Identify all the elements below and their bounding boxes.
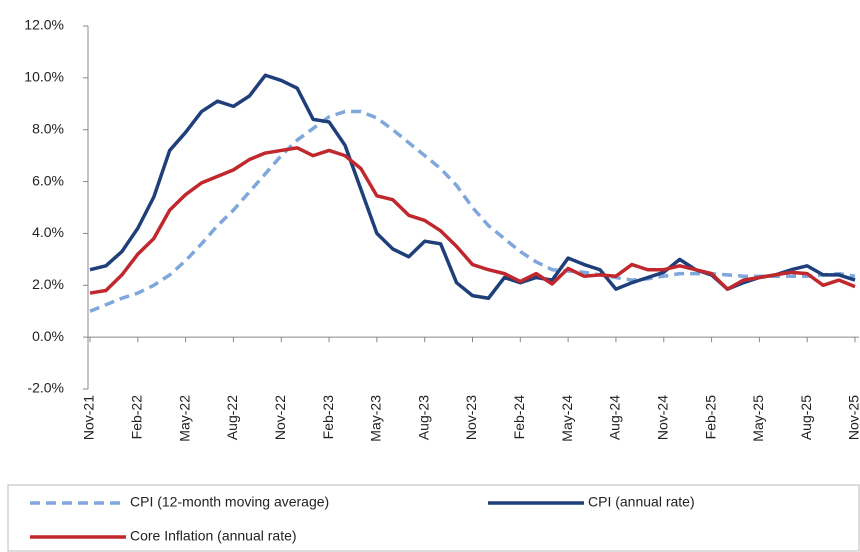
x-tick-label: Nov-23 bbox=[463, 395, 479, 440]
x-tick-label: Feb-24 bbox=[511, 395, 527, 440]
x-tick-label: Nov-22 bbox=[272, 395, 288, 440]
y-tick-label: 2.0% bbox=[32, 276, 64, 292]
x-tick-label: Aug-23 bbox=[415, 395, 431, 440]
y-tick-label: 4.0% bbox=[32, 224, 64, 240]
legend-box bbox=[7, 484, 860, 552]
legend-label: CPI (12-month moving average) bbox=[130, 494, 329, 510]
legend-label: Core Inflation (annual rate) bbox=[130, 528, 297, 544]
series-line bbox=[89, 109, 856, 313]
x-tick-label: May-23 bbox=[368, 395, 384, 442]
x-tick-label: May-25 bbox=[750, 395, 766, 442]
x-tick-label: Feb-23 bbox=[320, 395, 336, 440]
x-tick-label: May-24 bbox=[559, 395, 575, 442]
x-tick-label: Aug-24 bbox=[607, 395, 623, 440]
series-line bbox=[89, 146, 856, 295]
x-tick-label: Feb-22 bbox=[129, 395, 145, 440]
x-tick-label: Nov-21 bbox=[81, 395, 97, 440]
legend-label: CPI (annual rate) bbox=[588, 494, 695, 510]
y-tick-label: 0.0% bbox=[32, 328, 64, 344]
y-tick-label: 8.0% bbox=[32, 120, 64, 136]
y-tick-label: 10.0% bbox=[24, 69, 64, 85]
x-tick-label: Aug-22 bbox=[224, 395, 240, 440]
x-tick-label: Nov-25 bbox=[846, 395, 860, 440]
y-tick-label: 12.0% bbox=[24, 17, 64, 33]
x-tick-label: Nov-24 bbox=[654, 395, 670, 440]
x-tick-label: Aug-25 bbox=[798, 395, 814, 440]
y-tick-label: -2.0% bbox=[27, 380, 64, 396]
y-tick-label: 6.0% bbox=[32, 172, 64, 188]
x-tick-label: May-22 bbox=[176, 395, 192, 442]
x-tick-label: Feb-25 bbox=[702, 395, 718, 440]
